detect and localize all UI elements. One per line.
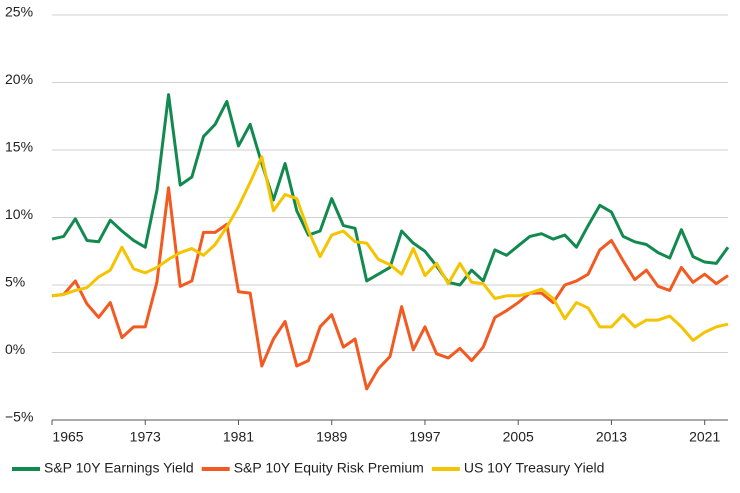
x-tick-label: 1981: [223, 429, 254, 445]
series-line: [51, 186, 729, 391]
legend-label: S&P 10Y Equity Risk Premium: [234, 460, 424, 476]
y-tick-label: 15%: [5, 139, 33, 155]
y-tick-label: −5%: [5, 409, 33, 425]
x-tick-label: 2005: [503, 429, 534, 445]
legend-label: US 10Y Treasury Yield: [464, 460, 605, 476]
y-tick-label: 25%: [5, 4, 33, 20]
x-tick-label: 1965: [52, 429, 83, 445]
legend-label: S&P 10Y Earnings Yield: [44, 460, 194, 476]
x-tick-label: 1989: [316, 429, 347, 445]
y-tick-label: 20%: [5, 71, 33, 87]
series-line: [51, 155, 729, 342]
x-tick-label: 2021: [689, 429, 720, 445]
series-line: [51, 93, 730, 287]
y-tick-label: 0%: [5, 341, 25, 357]
x-tick-label: 1973: [130, 429, 161, 445]
x-tick-label: 1997: [409, 429, 440, 445]
y-tick-label: 10%: [5, 206, 33, 222]
y-tick-label: 5%: [5, 274, 25, 290]
x-tick-label: 2013: [596, 429, 627, 445]
